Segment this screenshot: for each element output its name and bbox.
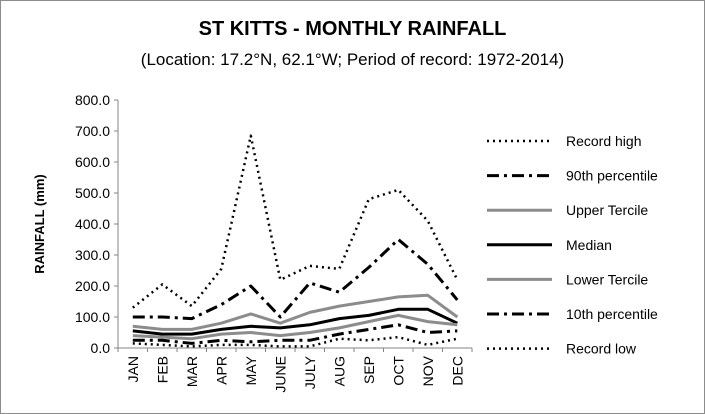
y-tick-label: 0.0 <box>91 340 111 356</box>
chart-subtitle: (Location: 17.2°N, 62.1°W; Period of rec… <box>140 50 565 69</box>
legend-label-90th-percentile: 90th percentile <box>566 168 658 184</box>
x-tick-label: MAR <box>184 356 200 387</box>
x-tick-label: SEP <box>361 356 377 384</box>
x-tick-label: OCT <box>390 356 406 386</box>
legend: Record high 90th percentile Upper Tercile M… <box>487 133 658 357</box>
x-tick-label: AUG <box>331 356 347 386</box>
y-axis: 0.0 100.0 200.0 300.0 400.0 500.0 600.0 700.0 80… <box>75 92 119 356</box>
series-layer <box>132 134 459 348</box>
y-tick-label: 500.0 <box>75 185 110 201</box>
y-tick-label: 100.0 <box>75 309 110 325</box>
y-tick-label: 300.0 <box>75 247 110 263</box>
series-line-10th-percentile <box>132 323 458 345</box>
x-tick-label: JULY <box>302 355 318 389</box>
legend-label-record-high: Record high <box>566 133 642 149</box>
y-tick-label: 400.0 <box>75 216 110 232</box>
series-line-median <box>132 307 458 336</box>
y-tick-label: 800.0 <box>75 92 110 108</box>
legend-label-median: Median <box>566 237 612 253</box>
y-axis-title: RAINFALL (mm) <box>32 174 47 273</box>
x-tick-label: MAY <box>243 355 259 385</box>
y-tick-label: 200.0 <box>75 278 110 294</box>
legend-label-upper-tercile: Upper Tercile <box>566 202 648 218</box>
series-line-record-low <box>132 335 458 348</box>
series-line-upper-tercile <box>132 293 459 331</box>
x-tick-label: NOV <box>420 355 436 386</box>
chart-title: ST KITTS - MONTHLY RAINFALL <box>198 18 507 40</box>
x-tick-label: FEB <box>154 356 170 383</box>
y-tick-label: 700.0 <box>75 123 110 139</box>
legend-label-lower-tercile: Lower Tercile <box>566 271 648 287</box>
series-line-record-high <box>132 134 459 309</box>
series-line-lower-tercile <box>132 313 458 341</box>
legend-label-record-low: Record low <box>566 341 637 357</box>
legend-label-10th-percentile: 10th percentile <box>566 306 658 322</box>
x-tick-label: DEC <box>449 356 465 386</box>
x-tick-label: JAN <box>125 356 141 382</box>
x-axis: JAN FEB MAR APR MAY JUNE JULY AUG SEP OCT NOV DEC <box>117 347 473 393</box>
series-line-90th-percentile <box>132 238 459 321</box>
y-tick-label: 600.0 <box>75 154 110 170</box>
x-tick-label: JUNE <box>272 356 288 393</box>
x-tick-label: APR <box>213 356 229 385</box>
